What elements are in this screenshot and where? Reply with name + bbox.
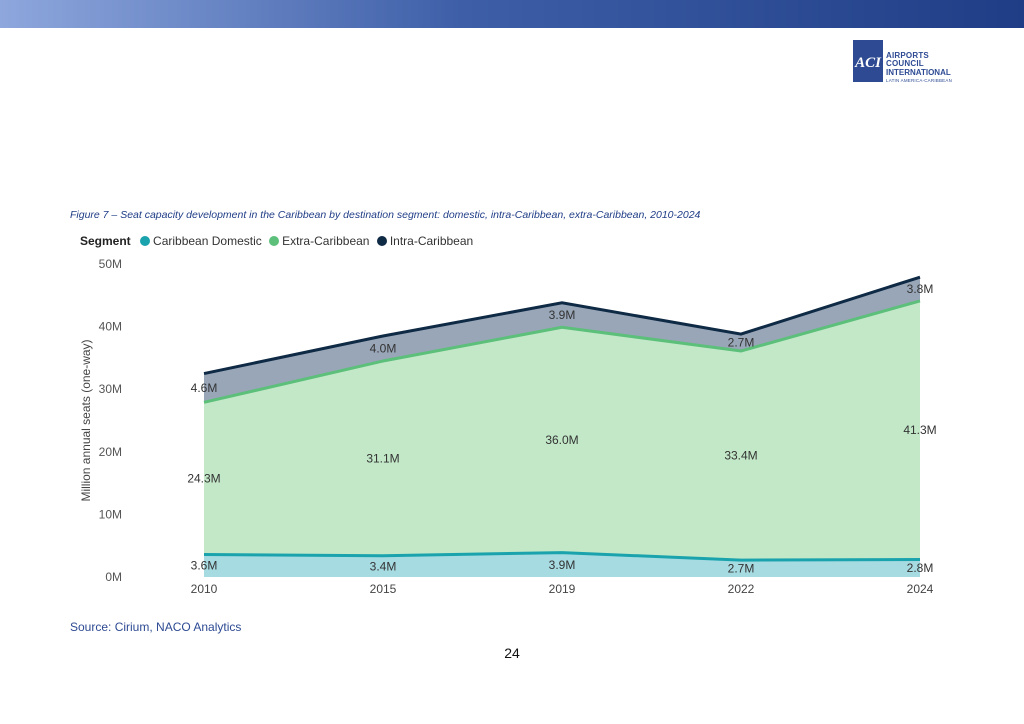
x-tick-label: 2024 — [907, 582, 934, 596]
source-note: Source: Cirium, NACO Analytics — [70, 620, 242, 634]
intra-caribbean-data-label: 3.9M — [549, 308, 576, 322]
intra-caribbean-data-label: 4.0M — [370, 342, 397, 356]
domestic-data-label: 3.4M — [370, 559, 397, 573]
intra-caribbean-line — [203, 275, 921, 376]
domestic-data-label: 2.8M — [907, 561, 934, 575]
extra-caribbean-data-label: 36.0M — [545, 433, 578, 447]
y-tick-label: 0M — [105, 570, 122, 584]
logo-line-2: INTERNATIONAL — [886, 68, 951, 77]
legend-item-extra: Extra-Caribbean — [269, 234, 369, 248]
caribbean-domestic-area — [204, 552, 920, 577]
figure-caption: Figure 7 – Seat capacity development in … — [70, 209, 701, 221]
x-tick-label: 2022 — [728, 582, 755, 596]
domestic-data-label: 3.9M — [549, 558, 576, 572]
chart-legend: Segment Caribbean Domestic Extra-Caribbe… — [80, 234, 477, 248]
y-tick-label: 30M — [99, 382, 122, 396]
intra-caribbean-data-label: 4.6M — [191, 381, 218, 395]
domestic-data-label: 3.6M — [191, 559, 218, 573]
aci-logo-letters: ACI — [854, 55, 882, 71]
y-axis-label: Million annual seats (one-way) — [79, 339, 93, 501]
header-bar — [0, 0, 1024, 28]
legend-item-domestic: Caribbean Domestic — [140, 234, 262, 248]
legend-label-extra: Extra-Caribbean — [282, 234, 370, 248]
logo-line-1: AIRPORTS COUNCIL — [886, 51, 929, 68]
extra-caribbean-data-label: 31.1M — [366, 451, 399, 465]
extra-caribbean-data-label: 41.3M — [903, 423, 936, 437]
y-tick-label: 20M — [99, 445, 122, 459]
x-tick-label: 2010 — [191, 582, 218, 596]
legend-dot-intra — [376, 236, 387, 246]
x-tick-label: 2019 — [549, 582, 576, 596]
logo-line-3: LATIN AMERICA-CARIBBEAN — [886, 78, 953, 83]
intra-caribbean-data-label: 2.7M — [728, 336, 755, 350]
x-tick-label: 2015 — [370, 582, 397, 596]
extra-caribbean-line — [203, 299, 921, 404]
legend-label-intra: Intra-Caribbean — [389, 234, 474, 248]
page-number: 24 — [504, 645, 520, 661]
y-tick-label: 10M — [99, 507, 122, 521]
aci-logo-mark: ACI — [853, 40, 883, 82]
seat-capacity-area-chart: 0M 10M 20M 30M 40M 50M Million annual seats (o… — [79, 257, 937, 596]
legend-dot-extra — [269, 236, 280, 246]
legend-title: Segment — [80, 234, 131, 248]
extra-caribbean-data-label: 24.3M — [187, 471, 220, 485]
legend-dot-domestic — [140, 236, 151, 246]
y-tick-label: 50M — [99, 257, 122, 271]
y-tick-label: 40M — [99, 320, 122, 334]
legend-label-domestic: Caribbean Domestic — [153, 234, 262, 248]
aci-logo: ACI AIRPORTS COUNCIL INTERNATIONAL LATIN… — [853, 40, 963, 86]
intra-caribbean-data-label: 3.8M — [907, 282, 934, 296]
caribbean-domestic-line — [203, 551, 921, 562]
legend-item-intra: Intra-Caribbean — [376, 234, 474, 248]
extra-caribbean-area — [204, 300, 920, 561]
domestic-data-label: 2.7M — [728, 562, 755, 576]
extra-caribbean-data-label: 33.4M — [724, 449, 757, 463]
